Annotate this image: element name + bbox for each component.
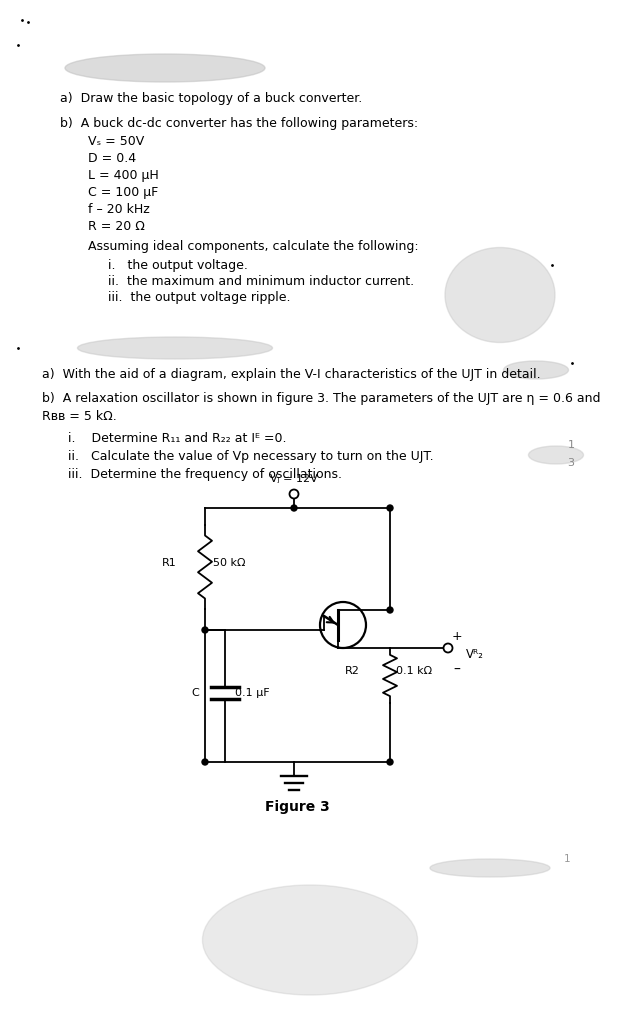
Ellipse shape (430, 859, 550, 877)
Text: Figure 3: Figure 3 (265, 800, 329, 814)
Ellipse shape (445, 248, 555, 342)
Text: Vᴿ₂: Vᴿ₂ (466, 647, 484, 660)
Text: i.   the output voltage.: i. the output voltage. (108, 259, 248, 272)
Text: Vⱼ = 12V: Vⱼ = 12V (270, 474, 318, 484)
Text: f – 20 kHz: f – 20 kHz (88, 203, 150, 216)
Text: R2: R2 (345, 666, 360, 676)
Text: a)  Draw the basic topology of a buck converter.: a) Draw the basic topology of a buck con… (60, 92, 362, 105)
Text: b)  A buck dc-dc converter has the following parameters:: b) A buck dc-dc converter has the follow… (60, 117, 418, 130)
Text: Vₛ = 50V: Vₛ = 50V (88, 135, 144, 148)
Text: a)  With the aid of a diagram, explain the V-I characteristics of the UJT in det: a) With the aid of a diagram, explain th… (42, 368, 541, 381)
Ellipse shape (78, 337, 273, 359)
Text: +: + (452, 631, 463, 643)
Text: 3: 3 (567, 458, 575, 468)
Text: ii.  the maximum and minimum inductor current.: ii. the maximum and minimum inductor cur… (108, 275, 414, 288)
Ellipse shape (203, 885, 417, 995)
Ellipse shape (503, 361, 569, 379)
Circle shape (291, 505, 297, 511)
Text: C: C (191, 688, 199, 698)
Text: 50 kΩ: 50 kΩ (213, 558, 246, 568)
Circle shape (202, 627, 208, 633)
Text: 1: 1 (567, 440, 575, 450)
Text: R = 20 Ω: R = 20 Ω (88, 220, 145, 233)
Text: i.    Determine R₁₁ and R₂₂ at Iᴱ =0.: i. Determine R₁₁ and R₂₂ at Iᴱ =0. (68, 432, 286, 445)
Circle shape (387, 759, 393, 765)
Circle shape (387, 505, 393, 511)
Ellipse shape (528, 446, 583, 464)
Text: Assuming ideal components, calculate the following:: Assuming ideal components, calculate the… (88, 240, 418, 253)
Text: D = 0.4: D = 0.4 (88, 152, 136, 165)
Text: 0.1 kΩ: 0.1 kΩ (396, 666, 432, 676)
Circle shape (202, 759, 208, 765)
Text: L = 400 μH: L = 400 μH (88, 169, 159, 182)
Text: R1: R1 (162, 558, 177, 568)
Text: Rʙʙ = 5 kΩ.: Rʙʙ = 5 kΩ. (42, 410, 117, 423)
Text: ii.   Calculate the value of Vp necessary to turn on the UJT.: ii. Calculate the value of Vp necessary … (68, 450, 433, 463)
Text: b)  A relaxation oscillator is shown in figure 3. The parameters of the UJT are : b) A relaxation oscillator is shown in f… (42, 392, 601, 406)
Text: iii.  Determine the frequency of oscillations.: iii. Determine the frequency of oscillat… (68, 468, 342, 481)
Ellipse shape (65, 54, 265, 82)
Circle shape (387, 607, 393, 613)
Text: C = 100 μF: C = 100 μF (88, 186, 158, 199)
Text: 0.1 μF: 0.1 μF (235, 688, 270, 698)
Text: 1: 1 (564, 854, 570, 864)
Text: iii.  the output voltage ripple.: iii. the output voltage ripple. (108, 291, 291, 304)
Text: –: – (454, 663, 461, 677)
